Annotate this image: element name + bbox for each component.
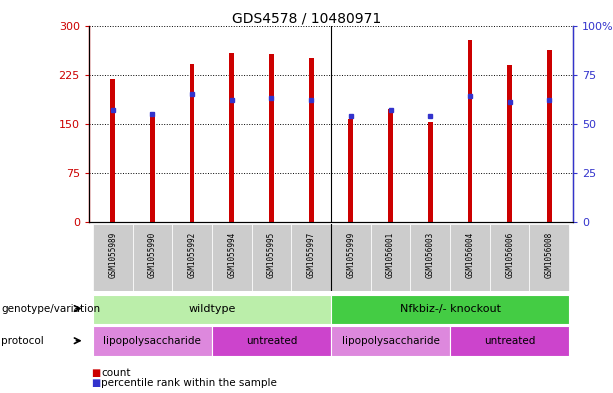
Text: genotype/variation: genotype/variation: [1, 303, 101, 314]
Bar: [547, 50, 552, 222]
Bar: [93, 295, 331, 324]
Bar: [132, 224, 172, 291]
Text: Nfkbiz-/- knockout: Nfkbiz-/- knockout: [400, 305, 501, 314]
Text: GSM1056006: GSM1056006: [505, 232, 514, 278]
Bar: [490, 224, 530, 291]
Bar: [93, 224, 132, 291]
Text: GSM1055999: GSM1055999: [346, 232, 356, 278]
Bar: [468, 40, 473, 222]
Bar: [371, 224, 411, 291]
Bar: [411, 224, 450, 291]
Text: GSM1055994: GSM1055994: [227, 232, 236, 278]
Bar: [348, 119, 353, 222]
Bar: [331, 224, 371, 291]
Bar: [150, 112, 154, 222]
Text: GDS4578 / 10480971: GDS4578 / 10480971: [232, 12, 381, 26]
Text: GSM1055992: GSM1055992: [188, 232, 197, 278]
Text: wildtype: wildtype: [188, 305, 235, 314]
Text: ■: ■: [91, 378, 100, 388]
Text: count: count: [101, 367, 131, 378]
Bar: [172, 224, 212, 291]
Bar: [212, 326, 331, 356]
Bar: [331, 326, 450, 356]
Text: lipopolysaccharide: lipopolysaccharide: [104, 336, 201, 346]
Bar: [309, 58, 314, 222]
Text: untreated: untreated: [246, 336, 297, 346]
Bar: [508, 65, 512, 222]
Bar: [291, 224, 331, 291]
Bar: [229, 53, 234, 222]
Bar: [93, 326, 212, 356]
Bar: [269, 54, 274, 222]
Text: GSM1055989: GSM1055989: [109, 232, 117, 278]
Bar: [189, 64, 194, 222]
Text: GSM1055990: GSM1055990: [148, 232, 157, 278]
Text: GSM1055997: GSM1055997: [306, 232, 316, 278]
Text: GSM1055995: GSM1055995: [267, 232, 276, 278]
Text: GSM1056001: GSM1056001: [386, 232, 395, 278]
Bar: [530, 224, 569, 291]
Text: GSM1056004: GSM1056004: [465, 232, 474, 278]
Bar: [251, 224, 291, 291]
Text: untreated: untreated: [484, 336, 535, 346]
Text: protocol: protocol: [1, 336, 44, 346]
Bar: [110, 79, 115, 222]
Bar: [212, 224, 251, 291]
Bar: [450, 224, 490, 291]
Text: GSM1056003: GSM1056003: [426, 232, 435, 278]
Text: percentile rank within the sample: percentile rank within the sample: [101, 378, 277, 388]
Bar: [450, 326, 569, 356]
Bar: [331, 295, 569, 324]
Bar: [428, 123, 433, 222]
Text: GSM1056008: GSM1056008: [545, 232, 554, 278]
Bar: [388, 109, 393, 222]
Text: ■: ■: [91, 367, 100, 378]
Text: lipopolysaccharide: lipopolysaccharide: [341, 336, 440, 346]
